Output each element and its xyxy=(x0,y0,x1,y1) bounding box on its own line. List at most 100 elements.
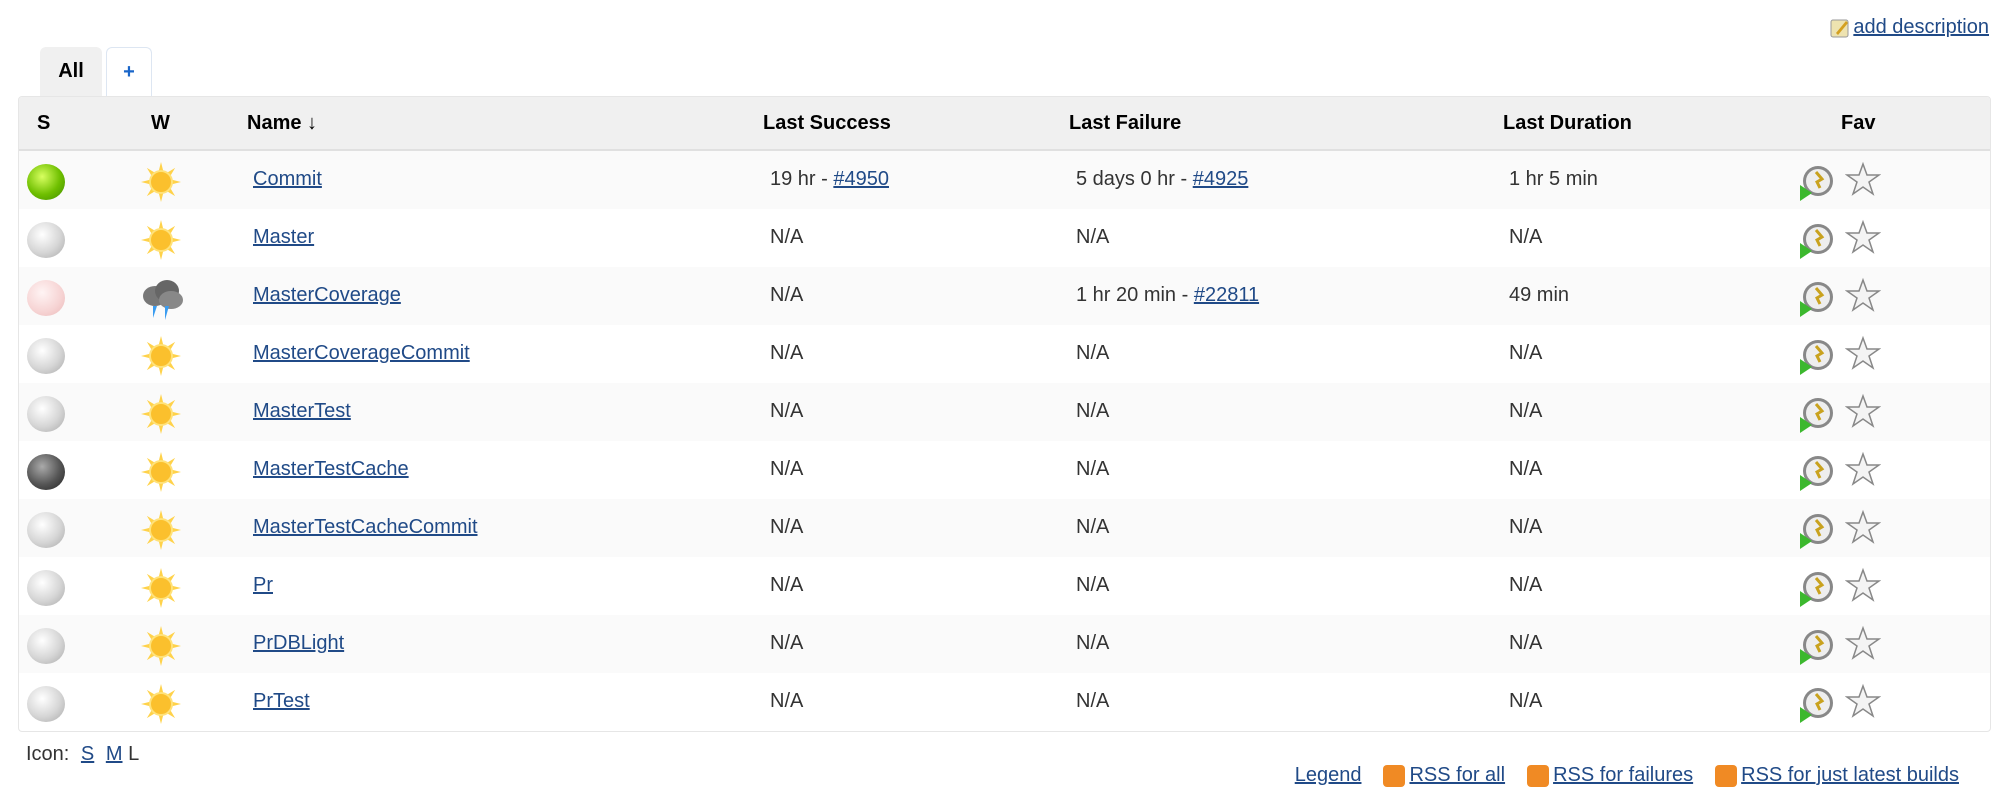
col-status[interactable]: S xyxy=(37,112,51,134)
last-duration: N/A xyxy=(1509,516,1543,538)
favorite-star-icon[interactable] xyxy=(1844,393,1882,435)
last-duration: 1 hr 5 min xyxy=(1509,168,1598,190)
schedule-build-icon[interactable] xyxy=(1797,337,1835,381)
icon-size-selector: Icon: S M L xyxy=(26,743,139,766)
last-failure-text: N/A xyxy=(1076,574,1110,596)
sunny-weather-icon xyxy=(139,682,183,731)
tab-all[interactable]: All xyxy=(40,47,102,96)
schedule-build-icon[interactable] xyxy=(1797,627,1835,671)
last-failure: N/A xyxy=(1076,400,1109,423)
last-failure-text: N/A xyxy=(1076,458,1110,480)
favorite-star-icon[interactable] xyxy=(1844,567,1882,609)
table-row: MasterCoverage N/A 1 hr 20 min - #22811 49 … xyxy=(19,267,1990,325)
table-row: Commit 19 hr - #4950 5 days 0 hr - #4925 1 … xyxy=(19,151,1990,209)
schedule-build-icon[interactable] xyxy=(1797,395,1835,439)
job-name-link[interactable]: Pr xyxy=(253,574,273,596)
job-name-link[interactable]: PrTest xyxy=(253,690,310,712)
rss-icon xyxy=(1527,764,1550,787)
last-duration: N/A xyxy=(1509,690,1543,712)
table-row: MasterTestCache N/A N/A N/A xyxy=(19,441,1990,499)
col-weather[interactable]: W xyxy=(151,112,170,134)
last-success: N/A xyxy=(770,574,803,597)
table-row: MasterTestCacheCommit N/A N/A N/A xyxy=(19,499,1990,557)
job-name-link[interactable]: Master xyxy=(253,226,315,248)
favorite-star-icon[interactable] xyxy=(1844,683,1882,725)
favorite-star-icon[interactable] xyxy=(1844,335,1882,377)
col-last-success[interactable]: Last Success xyxy=(763,112,891,134)
schedule-build-icon[interactable] xyxy=(1797,453,1835,497)
last-success-text: N/A xyxy=(770,690,804,712)
last-failure: N/A xyxy=(1076,516,1109,539)
sunny-weather-icon xyxy=(139,566,183,616)
schedule-build-icon[interactable] xyxy=(1797,221,1835,265)
col-name[interactable]: Name ↓ xyxy=(247,112,318,134)
col-last-failure[interactable]: Last Failure xyxy=(1069,112,1182,134)
icon-size-l: L xyxy=(128,743,140,765)
icon-size-m[interactable]: M xyxy=(105,743,123,765)
job-name-link[interactable]: MasterTestCache xyxy=(253,458,409,480)
last-success-build-link[interactable]: #4950 xyxy=(833,168,889,190)
last-success-text: N/A xyxy=(770,632,804,654)
last-success: N/A xyxy=(770,690,803,713)
sunny-weather-icon xyxy=(139,160,183,210)
legend-link[interactable]: Legend xyxy=(1294,764,1362,786)
favorite-star-icon[interactable] xyxy=(1844,161,1882,203)
job-name-link[interactable]: MasterTestCacheCommit xyxy=(253,516,478,538)
job-name-link[interactable]: MasterCoverage xyxy=(253,284,401,306)
last-success: N/A xyxy=(770,516,803,539)
rss-all-link[interactable]: RSS for all xyxy=(1383,764,1505,787)
favorite-star-icon[interactable] xyxy=(1844,277,1882,319)
status-ball-icon xyxy=(27,280,65,316)
rss-icon xyxy=(1715,764,1738,787)
favorite-star-icon[interactable] xyxy=(1844,625,1882,667)
last-duration: N/A xyxy=(1509,400,1543,422)
last-failure: 5 days 0 hr - #4925 xyxy=(1076,168,1248,191)
icon-size-s[interactable]: S xyxy=(80,743,95,765)
last-failure: N/A xyxy=(1076,690,1109,713)
add-description[interactable]: add description xyxy=(1829,16,1989,39)
last-failure: N/A xyxy=(1076,226,1109,249)
last-failure-build-link[interactable]: #4925 xyxy=(1192,168,1249,190)
favorite-star-icon[interactable] xyxy=(1844,509,1882,551)
last-failure-build-link[interactable]: #22811 xyxy=(1193,284,1260,306)
last-failure-text: N/A xyxy=(1076,342,1110,364)
rss-failures-link[interactable]: RSS for failures xyxy=(1527,764,1693,787)
schedule-build-icon[interactable] xyxy=(1797,569,1835,613)
schedule-build-icon[interactable] xyxy=(1797,511,1835,555)
last-success-text: N/A xyxy=(770,458,804,480)
last-success: N/A xyxy=(770,458,803,481)
add-view-tab[interactable]: + xyxy=(106,47,152,96)
job-name-link[interactable]: PrDBLight xyxy=(253,632,345,654)
favorite-star-icon[interactable] xyxy=(1844,451,1882,493)
sunny-weather-icon xyxy=(139,450,183,500)
add-description-link[interactable]: add description xyxy=(1853,16,1989,38)
last-success-text: N/A xyxy=(770,284,804,306)
job-name-link[interactable]: Commit xyxy=(253,168,322,190)
table-row: PrDBLight N/A N/A N/A xyxy=(19,615,1990,673)
last-success: 19 hr - #4950 xyxy=(770,168,889,191)
col-fav[interactable]: Fav xyxy=(1841,112,1876,134)
last-duration: N/A xyxy=(1509,342,1543,364)
schedule-build-icon[interactable] xyxy=(1797,279,1835,323)
last-success-text: N/A xyxy=(770,226,804,248)
favorite-star-icon[interactable] xyxy=(1844,219,1882,261)
job-name-link[interactable]: MasterTest xyxy=(253,400,351,422)
schedule-build-icon[interactable] xyxy=(1797,163,1835,207)
last-success-text: N/A xyxy=(770,574,804,596)
rss-all-label: RSS for all xyxy=(1409,764,1506,786)
table-row: MasterCoverageCommit N/A N/A N/A xyxy=(19,325,1990,383)
last-duration: 49 min xyxy=(1509,284,1570,306)
table-row: Master N/A N/A N/A xyxy=(19,209,1990,267)
job-name-link[interactable]: MasterCoverageCommit xyxy=(253,342,470,364)
last-success: N/A xyxy=(770,342,803,365)
schedule-build-icon[interactable] xyxy=(1797,685,1835,729)
col-last-duration[interactable]: Last Duration xyxy=(1503,112,1632,134)
rss-latest-link[interactable]: RSS for just latest builds xyxy=(1715,764,1959,787)
status-ball-icon xyxy=(27,570,65,606)
status-ball-icon xyxy=(27,512,65,548)
last-failure: N/A xyxy=(1076,458,1109,481)
status-ball-icon xyxy=(27,338,65,374)
last-success-text: N/A xyxy=(770,516,804,538)
rss-latest-label: RSS for just latest builds xyxy=(1741,764,1959,786)
last-failure-text: 5 days 0 hr - xyxy=(1076,168,1193,190)
